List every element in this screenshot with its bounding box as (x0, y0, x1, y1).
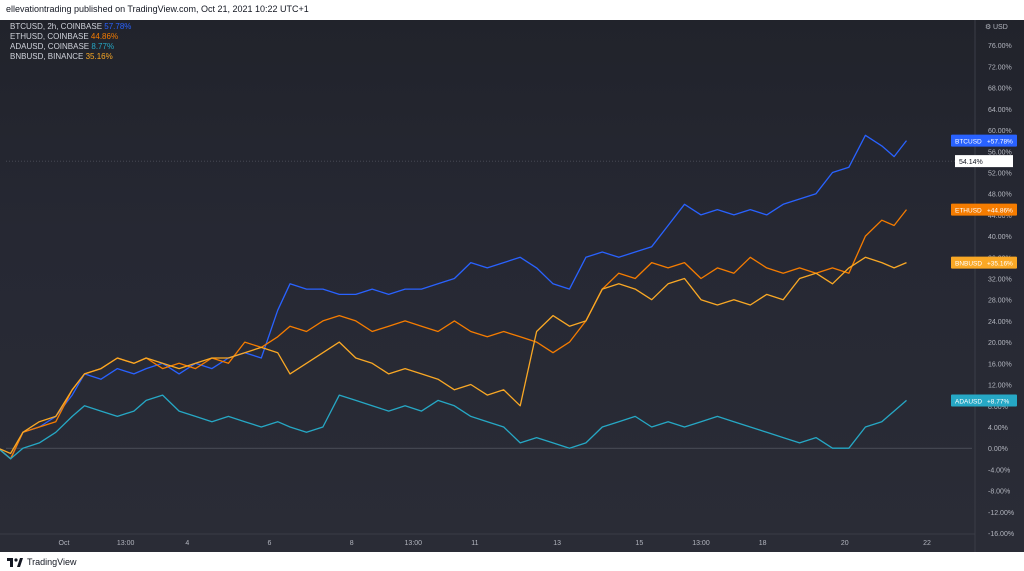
series-line-btcusd (0, 134, 908, 460)
y-tick-label: 44.00% (988, 213, 1012, 220)
x-tick-label: 13:00 (692, 540, 710, 547)
axis-currency-label: USD (993, 24, 1008, 31)
legend-item-ada[interactable]: ADAUSD, COINBASE 8.77% (10, 42, 131, 52)
tradingview-logo-icon (7, 557, 23, 567)
legend-item-btc[interactable]: BTCUSD, 2h, COINBASE 57.78% (10, 22, 131, 32)
y-tick-label: 40.00% (988, 234, 1012, 241)
x-tick-label: 13:00 (405, 540, 423, 547)
y-tick-label: 68.00% (988, 86, 1012, 93)
axis-label-value: +44.86% (987, 208, 1013, 215)
x-tick-label: 8 (350, 540, 354, 547)
legend-item-eth[interactable]: ETHUSD, COINBASE 44.86% (10, 32, 131, 42)
x-tick-label: Oct (59, 540, 70, 547)
publish-info: ellevationtrading published on TradingVi… (6, 4, 309, 14)
y-tick-label: -8.00% (988, 489, 1010, 496)
axis-label-value: +57.78% (987, 139, 1013, 146)
y-tick-label: 32.00% (988, 277, 1012, 284)
y-tick-label: 76.00% (988, 43, 1012, 50)
y-tick-label: -12.00% (988, 510, 1014, 517)
y-tick-label: -16.00% (988, 531, 1014, 538)
legend-symbol: ETHUSD, COINBASE (10, 32, 89, 41)
y-tick-label: 72.00% (988, 64, 1012, 71)
x-tick-label: 11 (471, 540, 478, 547)
x-tick-label: 13 (553, 540, 561, 547)
x-tick-label: 13:00 (117, 540, 135, 547)
y-tick-label: 0.00% (988, 446, 1008, 453)
axis-label-value: +35.16% (987, 261, 1013, 268)
axis-label-name: ETHUSD (955, 208, 982, 215)
brand-name: TradingView (27, 557, 77, 567)
x-tick-label: 18 (759, 540, 767, 547)
legend-value: 44.86% (90, 32, 119, 41)
current-marker-bg (955, 155, 1013, 168)
y-tick-label: 4.00% (988, 425, 1008, 432)
y-tick-label: 56.00% (988, 149, 1012, 156)
axis-label-btcusd: BTCUSD +57.78% (951, 134, 1017, 147)
settings-icon: ⚙ (985, 23, 991, 31)
x-tick-label: 15 (635, 540, 643, 547)
legend-symbol: ADAUSD, COINBASE (10, 42, 90, 51)
y-tick-label: 20.00% (988, 340, 1012, 347)
footer-bar (0, 552, 1024, 571)
axis-label-name: BTCUSD (955, 139, 982, 146)
y-tick-label: 8.00% (988, 404, 1008, 411)
current-marker-label: 54.14% (959, 159, 983, 166)
chart-panel[interactable]: 76.00% 72.00% 68.00% 64.00% 60.00% 56.00% 52.0… (0, 20, 1024, 552)
y-tick-label: 16.00% (988, 361, 1012, 368)
y-tick-label: 24.00% (988, 319, 1012, 326)
chart-svg[interactable]: 76.00%72.00%68.00%64.00%60.00%56.00%52.0… (0, 20, 1024, 552)
axis-label-bg (951, 394, 1017, 407)
y-tick-label: 60.00% (988, 128, 1012, 135)
publish-header: ellevationtrading published on TradingVi… (0, 0, 1024, 20)
legend-symbol: BTCUSD, 2h, COINBASE (10, 22, 103, 31)
axis-label-value: +8.77% (987, 398, 1009, 405)
axis-label-bg (951, 256, 1017, 269)
axis-label-name: BNBUSD (955, 261, 982, 268)
series-line-ethusd (0, 209, 908, 460)
axis-label-bg (951, 134, 1017, 147)
axis-label-ethusd: ETHUSD +44.86% (951, 203, 1017, 216)
series-line-bnbusd (0, 256, 907, 455)
legend-value: 8.77% (91, 42, 115, 51)
y-tick-label: 52.00% (988, 170, 1012, 177)
chart-legend: BTCUSD, 2h, COINBASE 57.78% ETHUSD, COIN… (10, 22, 131, 62)
y-tick-label: -4.00% (988, 467, 1010, 474)
y-tick-label: 12.00% (988, 383, 1012, 390)
axis-label-bg (951, 203, 1017, 216)
y-tick-label: 28.00% (988, 298, 1012, 305)
legend-value: 35.16% (85, 52, 113, 61)
axis-label-adausd: ADAUSD +8.77% (951, 394, 1017, 407)
x-tick-label: 4 (185, 540, 189, 547)
axis-label-name: ADAUSD (955, 398, 982, 405)
series-line-adausd (0, 394, 907, 460)
y-tick-label: 64.00% (988, 107, 1012, 114)
axis-label-bnbusd: BNBUSD +35.16% (951, 256, 1017, 269)
x-tick-label: 22 (923, 540, 931, 547)
legend-symbol: BNBUSD, BINANCE (10, 52, 84, 61)
x-tick-label: 20 (841, 540, 849, 547)
legend-item-bnb[interactable]: BNBUSD, BINANCE 35.16% (10, 52, 131, 62)
y-tick-label: 48.00% (988, 192, 1012, 199)
x-tick-label: 6 (268, 540, 272, 547)
tradingview-logo[interactable]: TradingView (7, 557, 77, 567)
legend-value: 57.78% (104, 22, 132, 31)
